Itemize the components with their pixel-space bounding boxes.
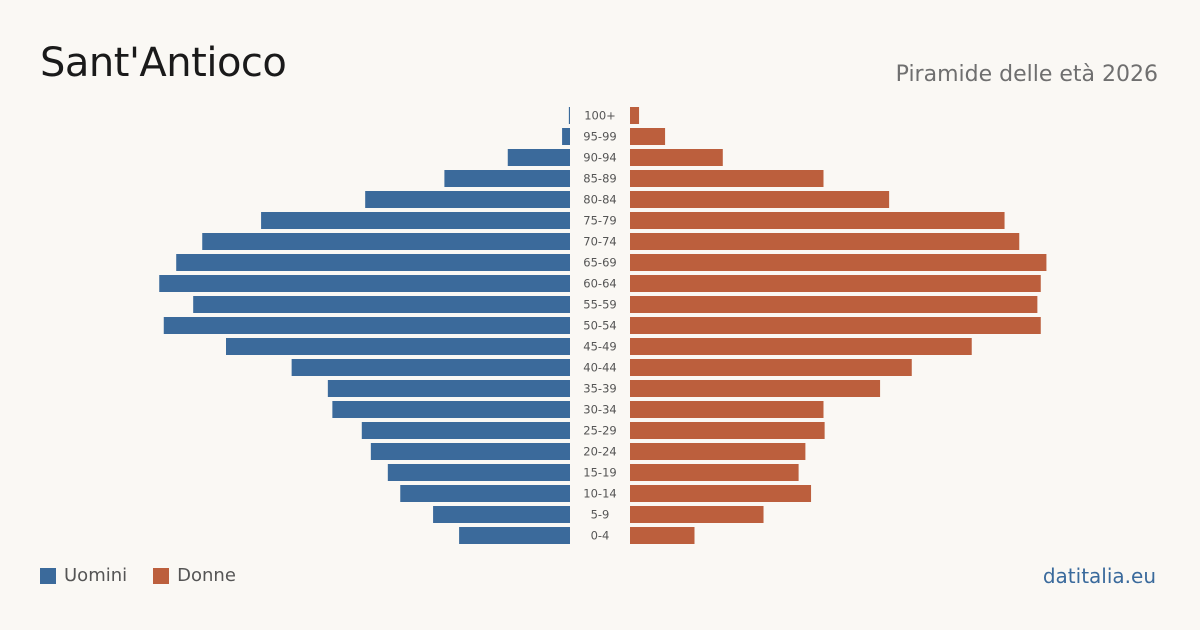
- bar-men-5-9: [433, 506, 570, 523]
- age-label-20-24: 20-24: [583, 445, 616, 459]
- bar-women-30-34: [630, 401, 824, 418]
- age-label-5-9: 5-9: [591, 508, 610, 522]
- age-label-60-64: 60-64: [583, 277, 616, 291]
- bar-men-100plus: [568, 107, 570, 124]
- bar-men-90-94: [507, 149, 570, 166]
- legend-item-women: Donne: [153, 565, 236, 586]
- bar-women-80-84: [630, 191, 890, 208]
- bar-men-50-54: [163, 317, 570, 334]
- bar-women-55-59: [630, 296, 1038, 313]
- chart-subtitle: Piramide delle età 2026: [895, 62, 1158, 87]
- bar-women-10-14: [630, 485, 812, 502]
- bar-men-70-74: [202, 233, 570, 250]
- bar-women-60-64: [630, 275, 1041, 292]
- legend: Uomini Donne: [40, 565, 262, 586]
- age-label-25-29: 25-29: [583, 424, 616, 438]
- bar-women-50-54: [630, 317, 1041, 334]
- age-label-35-39: 35-39: [583, 382, 616, 396]
- age-label-50-54: 50-54: [583, 319, 616, 333]
- bar-men-65-69: [176, 254, 571, 271]
- bar-men-55-59: [193, 296, 570, 313]
- legend-swatch-men: [40, 567, 56, 584]
- age-label-90-94: 90-94: [583, 151, 616, 165]
- bar-men-60-64: [159, 275, 570, 292]
- age-label-55-59: 55-59: [583, 298, 616, 312]
- legend-label-women: Donne: [177, 565, 236, 586]
- bar-women-90-94: [630, 149, 723, 166]
- bar-women-5-9: [630, 506, 764, 523]
- bar-men-30-34: [332, 401, 570, 418]
- bar-men-40-44: [291, 359, 570, 376]
- age-label-40-44: 40-44: [583, 361, 616, 375]
- bar-men-45-49: [226, 338, 570, 355]
- bar-women-25-29: [630, 422, 825, 439]
- bar-men-95-99: [562, 128, 570, 145]
- bar-women-70-74: [630, 233, 1020, 250]
- age-label-30-34: 30-34: [583, 403, 616, 417]
- age-label-10-14: 10-14: [583, 487, 616, 501]
- bar-women-40-44: [630, 359, 912, 376]
- bar-men-75-79: [261, 212, 570, 229]
- bar-women-85-89: [630, 170, 824, 187]
- age-label-70-74: 70-74: [583, 235, 616, 249]
- bar-men-25-29: [361, 422, 570, 439]
- bar-women-20-24: [630, 443, 806, 460]
- bar-women-15-19: [630, 464, 799, 481]
- bar-women-75-79: [630, 212, 1005, 229]
- legend-swatch-women: [153, 567, 170, 584]
- bar-men-10-14: [400, 485, 570, 502]
- bar-men-20-24: [370, 443, 570, 460]
- age-label-45-49: 45-49: [583, 340, 616, 354]
- page-title: Sant'Antioco: [40, 40, 287, 86]
- bar-women-45-49: [630, 338, 972, 355]
- age-label-75-79: 75-79: [583, 214, 616, 228]
- legend-label-men: Uomini: [64, 565, 128, 586]
- age-label-100plus: 100+: [584, 109, 616, 123]
- bar-women-65-69: [630, 254, 1047, 271]
- age-label-65-69: 65-69: [583, 256, 616, 270]
- age-label-0-4: 0-4: [591, 529, 610, 543]
- bar-men-80-84: [365, 191, 570, 208]
- bar-men-35-39: [327, 380, 570, 397]
- bar-men-15-19: [387, 464, 570, 481]
- age-label-80-84: 80-84: [583, 193, 616, 207]
- bar-women-95-99: [630, 128, 666, 145]
- age-label-95-99: 95-99: [583, 130, 616, 144]
- brand-link[interactable]: datitalia.eu: [1042, 564, 1156, 588]
- bar-women-0-4: [630, 527, 695, 544]
- age-label-15-19: 15-19: [583, 466, 616, 480]
- legend-item-men: Uomini: [40, 565, 127, 586]
- bar-women-35-39: [630, 380, 881, 397]
- bar-men-85-89: [444, 170, 570, 187]
- bar-women-100plus: [630, 107, 640, 124]
- age-label-85-89: 85-89: [583, 172, 616, 186]
- bar-men-0-4: [459, 527, 570, 544]
